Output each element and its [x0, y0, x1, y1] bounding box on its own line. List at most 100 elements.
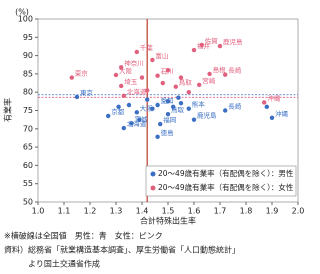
point	[139, 75, 145, 80]
point	[158, 121, 163, 127]
point-label: 島根	[213, 65, 227, 74]
x-tick-label: 1.6	[188, 207, 201, 216]
point-label: 沖縄	[267, 93, 281, 102]
point-label: 神奈川	[124, 58, 144, 67]
point-label: 熊本	[192, 100, 206, 109]
y-tick-label: 95	[23, 33, 33, 42]
note: より国土交通省作成	[4, 259, 100, 269]
x-tick-label: 1.0	[32, 207, 45, 216]
point-label: 鹿児島	[223, 37, 243, 46]
point-label: 宮崎	[202, 76, 216, 85]
y-tick-label: 50	[23, 198, 33, 207]
y-axis-label: 有業率	[3, 98, 13, 122]
note: 資料）総務省「就業構造基本調査」、厚生労働省「人口動態統計」	[4, 245, 240, 255]
point	[134, 49, 139, 55]
point	[165, 68, 171, 73]
y-tick-label: 70	[23, 124, 33, 133]
point	[119, 83, 124, 89]
x-tick-label: 1.9	[266, 207, 279, 216]
y-tick-label: 85	[23, 69, 33, 78]
point	[165, 111, 171, 117]
point	[178, 75, 184, 80]
point	[178, 100, 184, 106]
point-label: 鳥取	[179, 78, 193, 87]
y-tick-label: 100	[18, 15, 33, 24]
x-tick-label: 1.4	[136, 207, 149, 216]
y-tick-label: 90	[23, 51, 33, 60]
point	[150, 106, 155, 111]
point-label: 佐賀	[205, 36, 219, 45]
x-tick-label: 1.3	[110, 207, 123, 216]
point-label: 北海道	[127, 87, 147, 96]
point	[155, 102, 160, 108]
point	[74, 94, 80, 100]
point-label: 大阪	[140, 103, 154, 112]
point	[121, 93, 127, 99]
point	[145, 97, 150, 102]
y-tick-label: 55	[23, 179, 33, 188]
point	[165, 99, 171, 104]
point	[116, 104, 121, 110]
y-unit: (%)	[15, 8, 29, 17]
note: ※横破線は全国値 男性：青 女性：ピンク	[4, 231, 163, 241]
point	[113, 72, 119, 78]
point-label: 富山	[155, 51, 168, 60]
point	[145, 88, 150, 93]
point-label: 京都	[111, 107, 125, 116]
x-tick-label: 1.8	[240, 207, 253, 216]
point-label: 東京	[80, 88, 94, 97]
legend-marker	[150, 171, 156, 177]
point	[191, 47, 197, 53]
legend-label: 20～49歳有業率（有配偶を除く）：女性	[158, 182, 294, 192]
y-tick-label: 80	[23, 88, 33, 97]
point	[150, 57, 155, 63]
point-label: 埼玉	[124, 77, 138, 86]
x-tick-label: 2.0	[292, 207, 305, 216]
point	[126, 102, 132, 108]
x-tick-label: 1.7	[214, 207, 227, 216]
point	[199, 42, 204, 48]
x-tick-label: 1.2	[84, 207, 97, 216]
point-label: 宮城	[135, 114, 149, 123]
point	[121, 125, 127, 131]
point	[137, 117, 142, 122]
point	[160, 80, 165, 86]
point	[217, 43, 223, 49]
point	[223, 108, 228, 113]
point	[119, 65, 124, 70]
y-tick-label: 75	[23, 106, 33, 115]
legend-label: 20～49歳有業率（有配偶を除く）：男性	[158, 168, 294, 178]
point-label: 沖縄	[275, 109, 289, 118]
point	[197, 82, 202, 88]
point-label: 長崎	[228, 102, 242, 111]
point	[269, 115, 275, 121]
x-tick-label: 1.5	[162, 207, 175, 216]
point	[207, 71, 212, 77]
point	[171, 104, 176, 110]
chart: (%) 有業率 合計特殊出生率 ※横破線は全国値 男性：青 女性：ピンク 資料）…	[3, 8, 305, 269]
point	[186, 106, 191, 111]
point	[264, 104, 269, 110]
point	[155, 73, 160, 78]
point	[69, 75, 75, 80]
point-label: 鹿児島	[197, 111, 217, 120]
point	[134, 110, 139, 115]
x-tick-label: 1.1	[58, 207, 71, 216]
point-label: 大阪	[119, 66, 133, 75]
point-label: 東京	[75, 69, 89, 78]
point	[106, 113, 111, 119]
point	[129, 121, 134, 126]
legend-marker	[150, 185, 156, 191]
point	[173, 84, 178, 89]
point	[262, 100, 267, 105]
point-label: 徳島	[161, 128, 175, 137]
point-label: 長崎	[228, 66, 242, 75]
y-tick-label: 65	[23, 143, 33, 152]
point-label: 千葉	[140, 43, 154, 52]
point	[223, 72, 228, 77]
point-label: 福岡	[163, 115, 176, 124]
legend	[145, 165, 297, 197]
point	[191, 117, 197, 122]
x-axis-label: 合計特殊出生率	[140, 216, 196, 226]
point-label: 鳥取	[171, 105, 185, 114]
